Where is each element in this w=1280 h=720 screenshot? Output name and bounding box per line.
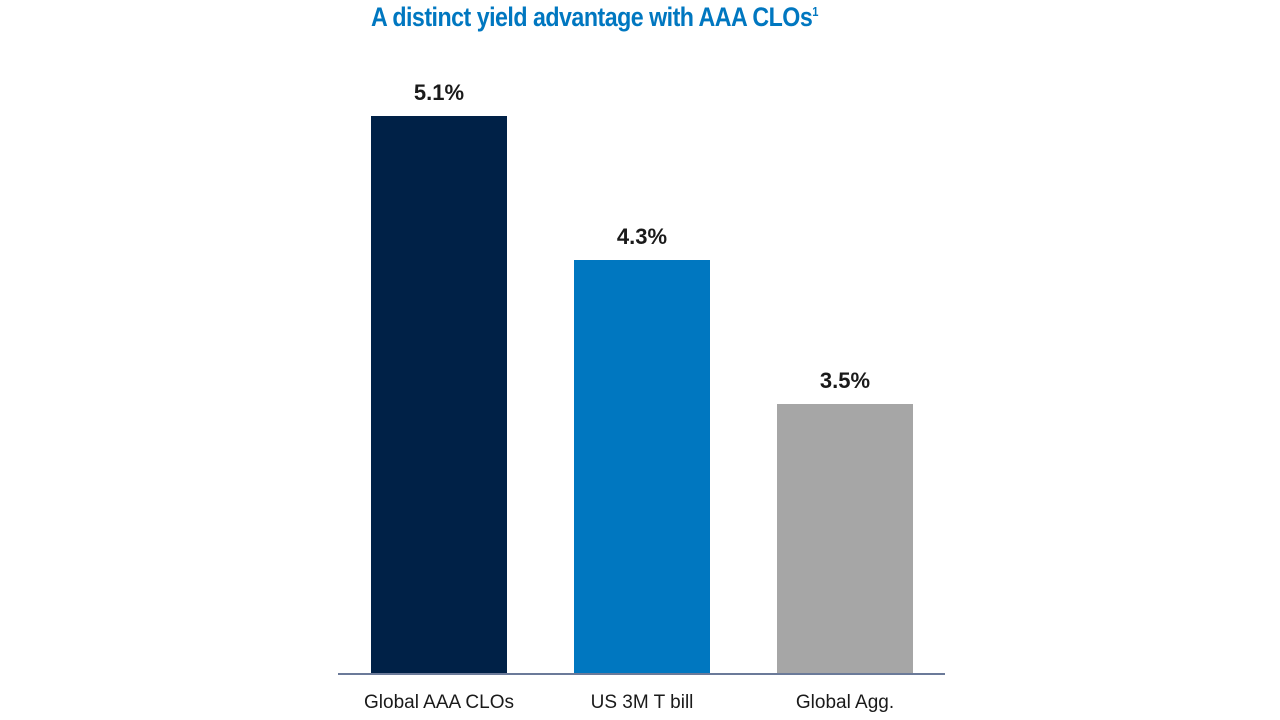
title-footnote-marker: 1 (812, 4, 818, 19)
x-tick-label: Global AAA CLOs (364, 692, 514, 713)
data-label: 4.3% (617, 224, 667, 249)
chart-title: A distinct yield advantage with AAA CLOs… (371, 2, 818, 33)
bar-us-3m-t-bill (574, 260, 710, 674)
x-tick-label: US 3M T bill (591, 692, 694, 713)
chart-title-text: A distinct yield advantage with AAA CLOs (371, 2, 813, 32)
bar-global-aaa-clos (371, 116, 507, 674)
x-tick-label: Global Agg. (796, 692, 894, 713)
bar-global-agg (777, 404, 913, 674)
data-label: 5.1% (414, 80, 464, 105)
data-label: 3.5% (820, 368, 870, 393)
